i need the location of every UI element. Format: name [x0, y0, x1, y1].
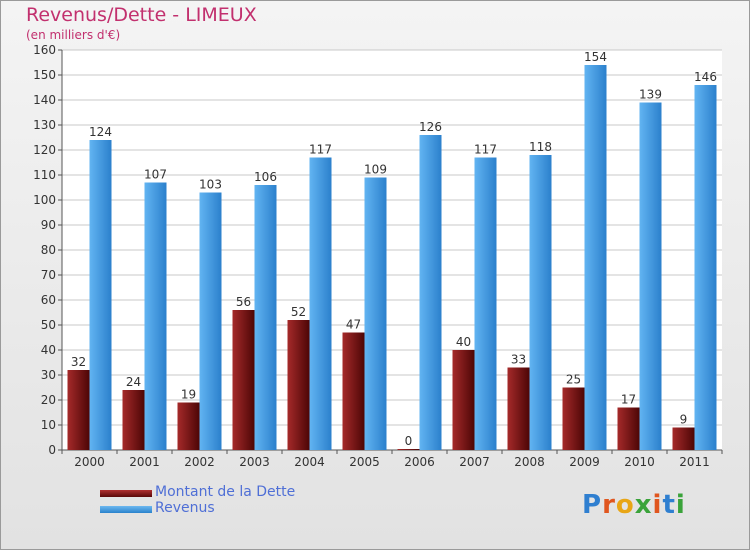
y-tick-label: 90	[41, 218, 56, 232]
y-tick-label: 10	[41, 418, 56, 432]
logo-letter: i	[652, 490, 663, 520]
revenus-data-label: 117	[309, 143, 332, 157]
revenus-bar	[144, 182, 167, 450]
legend-label-revenus: Revenus	[155, 500, 215, 516]
revenus-data-label: 106	[254, 170, 277, 184]
revenus-data-label: 118	[529, 140, 552, 154]
revenus-bar	[199, 192, 222, 450]
y-tick-label: 50	[41, 318, 56, 332]
revenus-data-label: 107	[144, 168, 167, 182]
logo-letter: o	[615, 490, 635, 520]
revenus-bar	[309, 157, 332, 450]
dette-bar	[67, 370, 90, 450]
x-tick-label: 2001	[129, 455, 160, 469]
y-tick-label: 130	[33, 118, 56, 132]
chart-subtitle: (en milliers d'€)	[26, 28, 121, 42]
x-tick-label: 2004	[294, 455, 325, 469]
y-tick-label: 0	[48, 443, 56, 457]
legend-label-dette: Montant de la Dette	[155, 484, 296, 500]
revenus-bar	[639, 102, 662, 450]
logo-letter: x	[634, 490, 653, 520]
dette-data-label: 9	[680, 413, 688, 427]
revenus-bar	[419, 135, 442, 450]
dette-bar	[452, 350, 475, 450]
revenus-bar	[364, 177, 387, 450]
x-tick-label: 2008	[514, 455, 545, 469]
dette-bar	[342, 332, 365, 450]
chart-title: Revenus/Dette - LIMEUX	[26, 4, 257, 26]
revenus-data-label: 109	[364, 163, 387, 177]
dette-data-label: 0	[405, 434, 413, 448]
dette-data-label: 24	[126, 375, 141, 389]
y-tick-label: 160	[33, 43, 56, 57]
dette-bar	[617, 407, 640, 450]
dette-data-label: 17	[621, 393, 636, 407]
y-tick-label: 110	[33, 168, 56, 182]
x-tick-label: 2000	[74, 455, 105, 469]
dette-bar	[562, 387, 585, 450]
revenus-bar	[694, 85, 717, 450]
dette-bar	[507, 367, 530, 450]
dette-data-label: 56	[236, 295, 251, 309]
x-tick-label: 2002	[184, 455, 215, 469]
y-tick-label: 150	[33, 68, 56, 82]
y-tick-label: 70	[41, 268, 56, 282]
dette-bar	[397, 449, 420, 450]
y-tick-label: 40	[41, 343, 56, 357]
logo-letter: r	[602, 490, 616, 520]
y-tick-label: 100	[33, 193, 56, 207]
y-tick-label: 140	[33, 93, 56, 107]
dette-bar	[287, 320, 310, 450]
revenus-bar	[254, 185, 277, 450]
dette-bar	[122, 390, 145, 450]
legend-swatch-dette	[100, 490, 152, 497]
dette-data-label: 47	[346, 318, 361, 332]
logo-letter: t	[662, 490, 676, 520]
y-tick-label: 120	[33, 143, 56, 157]
revenus-bar	[584, 65, 607, 450]
dette-data-label: 52	[291, 305, 306, 319]
x-tick-label: 2010	[624, 455, 655, 469]
y-tick-label: 80	[41, 243, 56, 257]
revenus-bar	[89, 140, 112, 450]
revenus-data-label: 154	[584, 50, 607, 64]
dette-data-label: 25	[566, 373, 581, 387]
dette-data-label: 40	[456, 335, 471, 349]
x-tick-label: 2003	[239, 455, 270, 469]
dette-data-label: 19	[181, 388, 196, 402]
dette-bar	[177, 402, 200, 450]
y-tick-label: 30	[41, 368, 56, 382]
proxiti-logo: Proxiti	[582, 490, 686, 520]
legend-swatch-revenus	[100, 506, 152, 513]
x-tick-label: 2006	[404, 455, 435, 469]
y-tick-label: 60	[41, 293, 56, 307]
dette-data-label: 33	[511, 353, 526, 367]
revenus-data-label: 117	[474, 143, 497, 157]
revenus-bar	[474, 157, 497, 450]
revenus-data-label: 126	[419, 120, 442, 134]
x-tick-label: 2009	[569, 455, 600, 469]
revenus-data-label: 146	[694, 70, 717, 84]
logo-letter: i	[675, 490, 686, 520]
dette-bar	[672, 427, 695, 450]
revenus-data-label: 139	[639, 88, 662, 102]
revenus-data-label: 124	[89, 125, 112, 139]
dette-bar	[232, 310, 255, 450]
revenus-data-label: 103	[199, 178, 222, 192]
logo-letter: P	[582, 490, 603, 520]
x-tick-label: 2007	[459, 455, 490, 469]
dette-data-label: 32	[71, 355, 86, 369]
x-tick-label: 2011	[679, 455, 710, 469]
revenus-bar	[529, 155, 552, 450]
y-tick-label: 20	[41, 393, 56, 407]
x-tick-label: 2005	[349, 455, 380, 469]
